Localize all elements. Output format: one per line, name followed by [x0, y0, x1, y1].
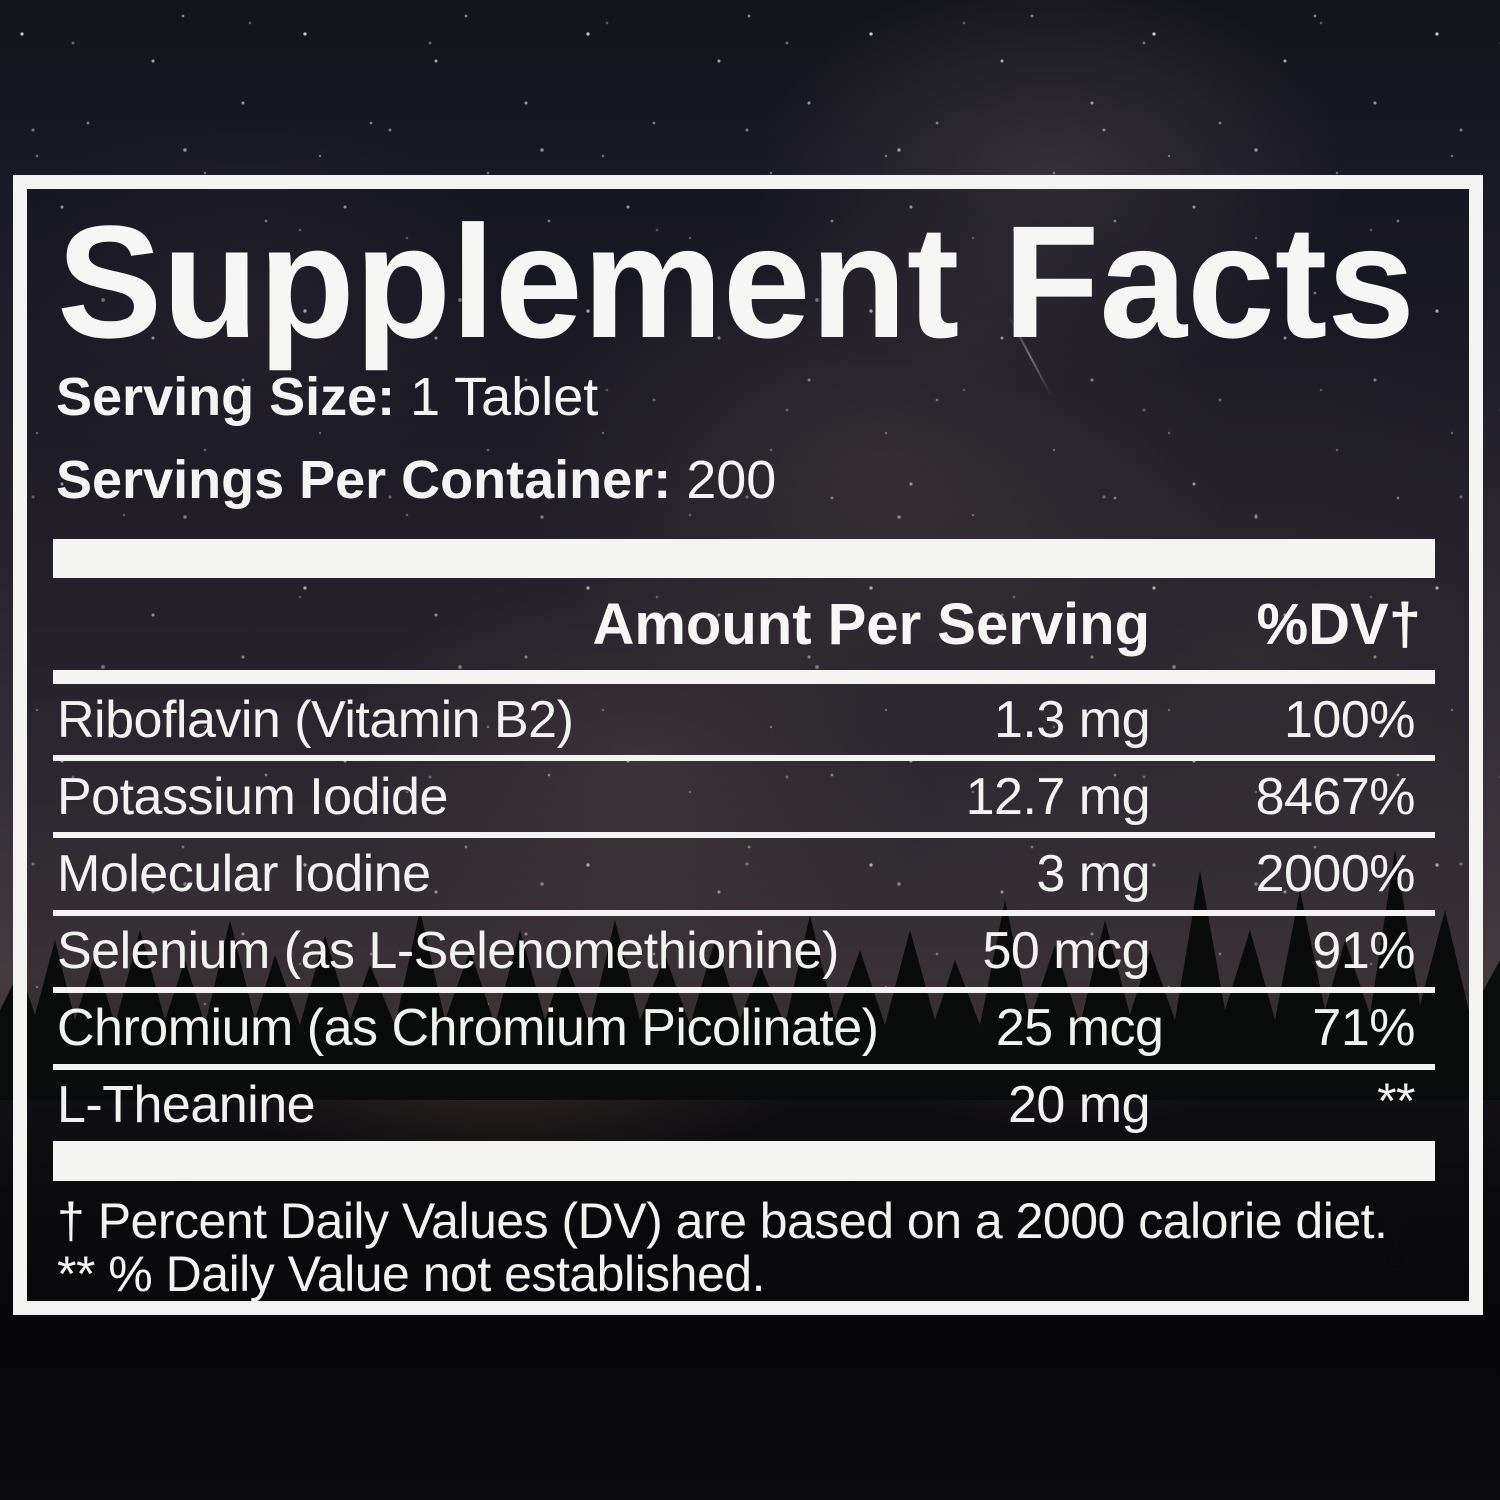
supplement-facts-panel: Supplement Facts Serving Size: 1 Tablet … [13, 175, 1483, 1315]
serving-size-value: 1 Tablet [410, 367, 599, 427]
forest-reflection [0, 1098, 1500, 1265]
table-row: Chromium (as Chromium Picolinate) 25 mcg… [53, 993, 1435, 1070]
footnote-not-established: ** % Daily Value not established. [57, 1246, 766, 1302]
servings-value: 200 [686, 450, 777, 510]
nutrient-name: Selenium (as L-Selenomethionine) [57, 922, 839, 981]
table-header-row: Amount Per Serving %DV† [53, 578, 1435, 670]
nutrient-name: Riboflavin (Vitamin B2) [57, 690, 574, 749]
table-row: Molecular Iodine 3 mg 2000% [53, 838, 1435, 916]
table-row: L-Theanine 20 mg ** [53, 1070, 1435, 1141]
table-row: Selenium (as L-Selenomethionine) 50 mcg … [53, 916, 1435, 993]
thick-divider-top [53, 539, 1435, 578]
nutrient-dv: 8467% [1255, 767, 1416, 826]
medium-divider-header [53, 670, 1435, 684]
nutrient-rows: Riboflavin (Vitamin B2) 1.3 mg 100% Pota… [53, 684, 1435, 1141]
nutrient-dv: 2000% [1255, 844, 1416, 903]
footnote-daily-value: † Percent Daily Values (DV) are based on… [57, 1193, 1388, 1249]
footnotes: † Percent Daily Values (DV) are based on… [57, 1195, 1437, 1301]
nutrient-name: L-Theanine [57, 1076, 316, 1135]
serving-size-label: Serving Size: [56, 367, 396, 427]
serving-size-line: Serving Size: 1 Tablet [56, 370, 598, 424]
table-row: Riboflavin (Vitamin B2) 1.3 mg 100% [53, 684, 1435, 762]
nutrient-name: Chromium (as Chromium Picolinate) [57, 999, 879, 1058]
nutrient-name: Molecular Iodine [57, 844, 431, 903]
nutrient-dv: 71% [1312, 999, 1415, 1058]
servings-label: Servings Per Container: [56, 450, 672, 510]
nutrient-amount: 3 mg [1036, 844, 1150, 903]
nutrient-amount: 1.3 mg [994, 690, 1150, 749]
column-header-dv: %DV† [1256, 591, 1421, 657]
panel-title: Supplement Facts [57, 197, 1415, 371]
nutrient-dv: ** [1377, 1072, 1415, 1129]
column-header-amount: Amount Per Serving [592, 591, 1150, 657]
nutrient-amount: 25 mcg [995, 999, 1164, 1058]
thick-divider-bottom [53, 1141, 1435, 1181]
nutrient-dv: 100% [1284, 690, 1416, 749]
nutrient-amount: 50 mcg [982, 922, 1150, 981]
nutrient-dv: 91% [1312, 922, 1415, 981]
servings-per-container-line: Servings Per Container: 200 [56, 453, 776, 507]
nutrient-amount: 12.7 mg [965, 767, 1151, 826]
nutrient-amount: 20 mg [1007, 1076, 1151, 1135]
table-row: Potassium Iodide 12.7 mg 8467% [53, 761, 1435, 839]
forest-silhouette [0, 850, 1500, 1100]
nutrient-name: Potassium Iodide [57, 767, 448, 826]
panel-title-wrap: Supplement Facts [57, 197, 1415, 371]
